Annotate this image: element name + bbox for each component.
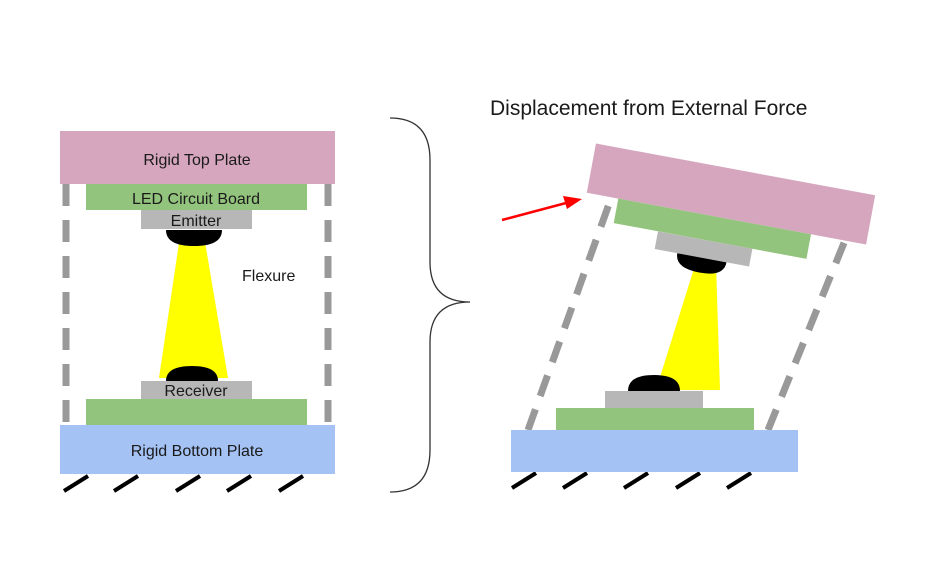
light-beam [159, 236, 228, 378]
displaced-flexure-left-wall [524, 188, 618, 432]
displaced-ground-hatch [510, 471, 753, 490]
ground-hatch [62, 474, 305, 493]
curly-brace [389, 117, 471, 493]
rigid-bottom-plate-label: Rigid Bottom Plate [131, 443, 264, 460]
resting-state-diagram: Rigid Top Plate LED Circuit Board Emitte… [60, 131, 335, 493]
emitter-lens [166, 230, 222, 246]
flexure-label: Flexure [242, 268, 295, 285]
displacement-title: Displacement from External Force [490, 97, 807, 120]
emitter-label: Emitter [171, 213, 222, 230]
displaced-emitter [654, 231, 753, 267]
displaced-bottom-plate [511, 430, 798, 472]
displaced-receiver-lens [628, 375, 680, 391]
rigid-bottom-plate [60, 425, 335, 474]
displaced-led-circuit-board [613, 198, 812, 259]
displaced-top-plate [586, 143, 876, 245]
displaced-receiver [605, 391, 703, 408]
displaced-flexure-right-wall [764, 236, 850, 432]
displaced-receiver-circuit-board [556, 408, 754, 430]
receiver-circuit-board [86, 399, 307, 425]
displaced-light-beam [656, 262, 720, 390]
displaced-flexure-walls [524, 188, 850, 432]
displaced-state-diagram: Displacement from External Force [490, 97, 876, 490]
led-circuit-board [86, 184, 307, 210]
flexure-walls [62, 184, 332, 426]
rigid-top-plate [60, 131, 335, 184]
receiver-label: Receiver [164, 383, 228, 400]
external-force-arrow [501, 196, 582, 222]
emitter [141, 210, 252, 229]
displaced-emitter-lens [677, 253, 727, 274]
displaced-top-assembly [586, 143, 876, 274]
receiver-lens [166, 366, 218, 381]
led-circuit-board-label: LED Circuit Board [132, 191, 260, 208]
receiver [141, 381, 252, 399]
rigid-top-plate-label: Rigid Top Plate [143, 152, 250, 169]
